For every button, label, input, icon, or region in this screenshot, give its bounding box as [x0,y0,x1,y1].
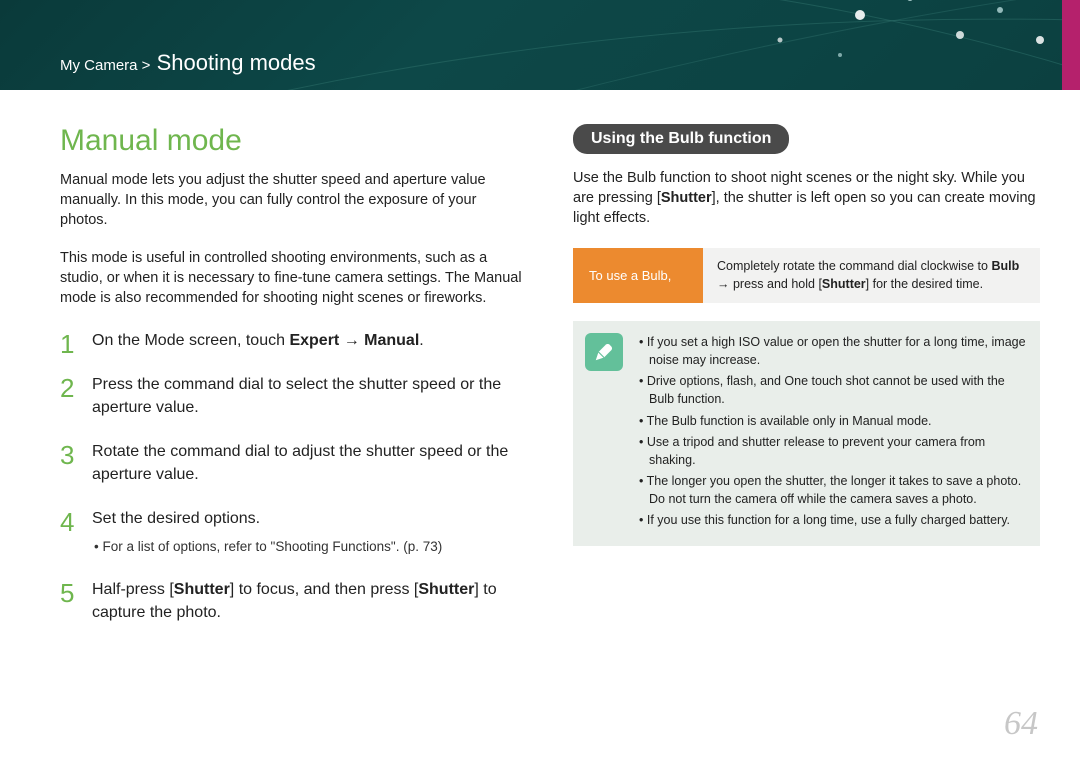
breadcrumb-prefix: My Camera > [60,57,150,74]
note-item: Use a tripod and shutter release to prev… [637,433,1026,469]
breadcrumb-section: Shooting modes [157,50,316,75]
note-list: If you set a high ISO value or open the … [637,333,1026,532]
page-title: Manual mode [60,124,527,158]
note-item: The longer you open the shutter, the lon… [637,472,1026,508]
page-content: Manual mode Manual mode lets you adjust … [0,90,1080,646]
step-text: On the Mode screen, touch Expert → Manua… [92,332,424,349]
step-item: Press the command dial to select the shu… [60,374,527,419]
pen-icon [585,333,623,371]
section-pill: Using the Bulb function [573,124,789,154]
step-sub-bullet: For a list of options, refer to "Shootin… [92,538,527,557]
intro-para-1: Manual mode lets you adjust the shutter … [60,170,527,230]
header-bar: My Camera > Shooting modes [0,0,1080,90]
header-accent-stripe [1062,0,1080,90]
step-text: Rotate the command dial to adjust the sh… [92,443,508,482]
instruction-text: Completely rotate the command dial clock… [703,248,1040,303]
instruction-label: To use a Bulb, [573,248,703,303]
note-item: If you set a high ISO value or open the … [637,333,1026,369]
left-column: Manual mode Manual mode lets you adjust … [60,124,527,646]
intro-para-2: This mode is useful in controlled shooti… [60,248,527,308]
step-item: On the Mode screen, touch Expert → Manua… [60,330,527,352]
header-decoration [0,0,1080,90]
note-item: If you use this function for a long time… [637,511,1026,529]
bulb-intro: Use the Bulb function to shoot night sce… [573,168,1040,228]
breadcrumb: My Camera > Shooting modes [60,50,316,76]
step-item: Half-press [Shutter] to focus, and then … [60,579,527,624]
step-text: Press the command dial to select the shu… [92,376,501,415]
note-item: The Bulb function is available only in M… [637,412,1026,430]
page-number: 64 [1004,705,1038,743]
right-column: Using the Bulb function Use the Bulb fun… [573,124,1040,646]
step-item: Set the desired options. For a list of o… [60,508,527,557]
step-item: Rotate the command dial to adjust the sh… [60,441,527,486]
instruction-box: To use a Bulb, Completely rotate the com… [573,248,1040,303]
steps-list: On the Mode screen, touch Expert → Manua… [60,330,527,624]
step-text: Set the desired options. [92,510,260,527]
step-text: Half-press [Shutter] to focus, and then … [92,581,497,620]
note-item: Drive options, flash, and One touch shot… [637,372,1026,408]
note-box: If you set a high ISO value or open the … [573,321,1040,546]
